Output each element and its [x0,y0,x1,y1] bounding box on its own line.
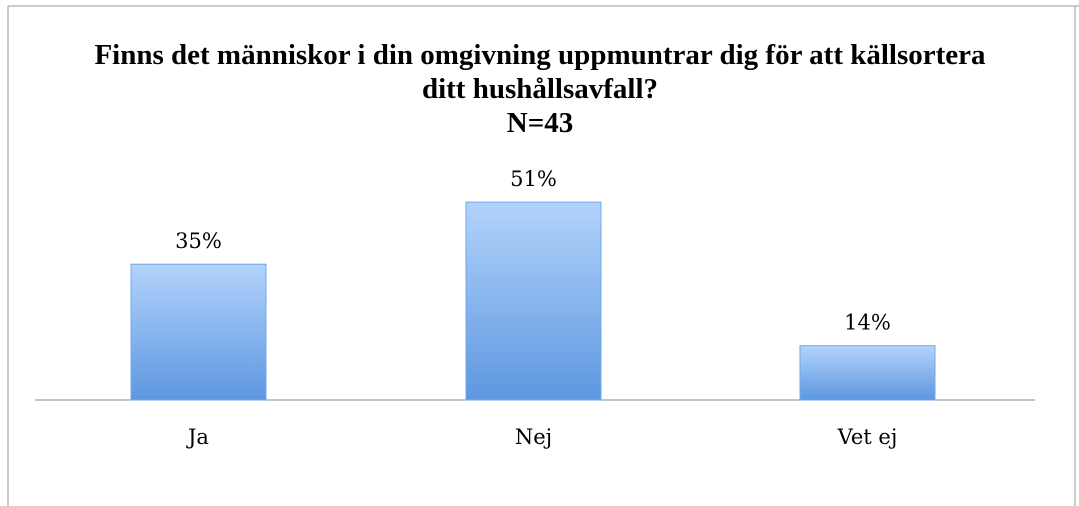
bar [130,263,267,401]
x-tick-label: Nej [515,425,552,449]
x-tick-label: Vet ej [837,425,898,449]
value-label: 14% [844,311,891,335]
x-tick-label: Ja [186,425,209,449]
chart-title-block: Finns det människor i din omgivning uppm… [90,38,990,140]
value-label: 51% [510,167,557,191]
value-label: 35% [175,229,222,253]
chart-subtitle: N=43 [506,107,574,139]
bar [465,201,602,401]
chart-title: Finns det människor i din omgivning uppm… [94,39,986,105]
bar [799,345,936,401]
